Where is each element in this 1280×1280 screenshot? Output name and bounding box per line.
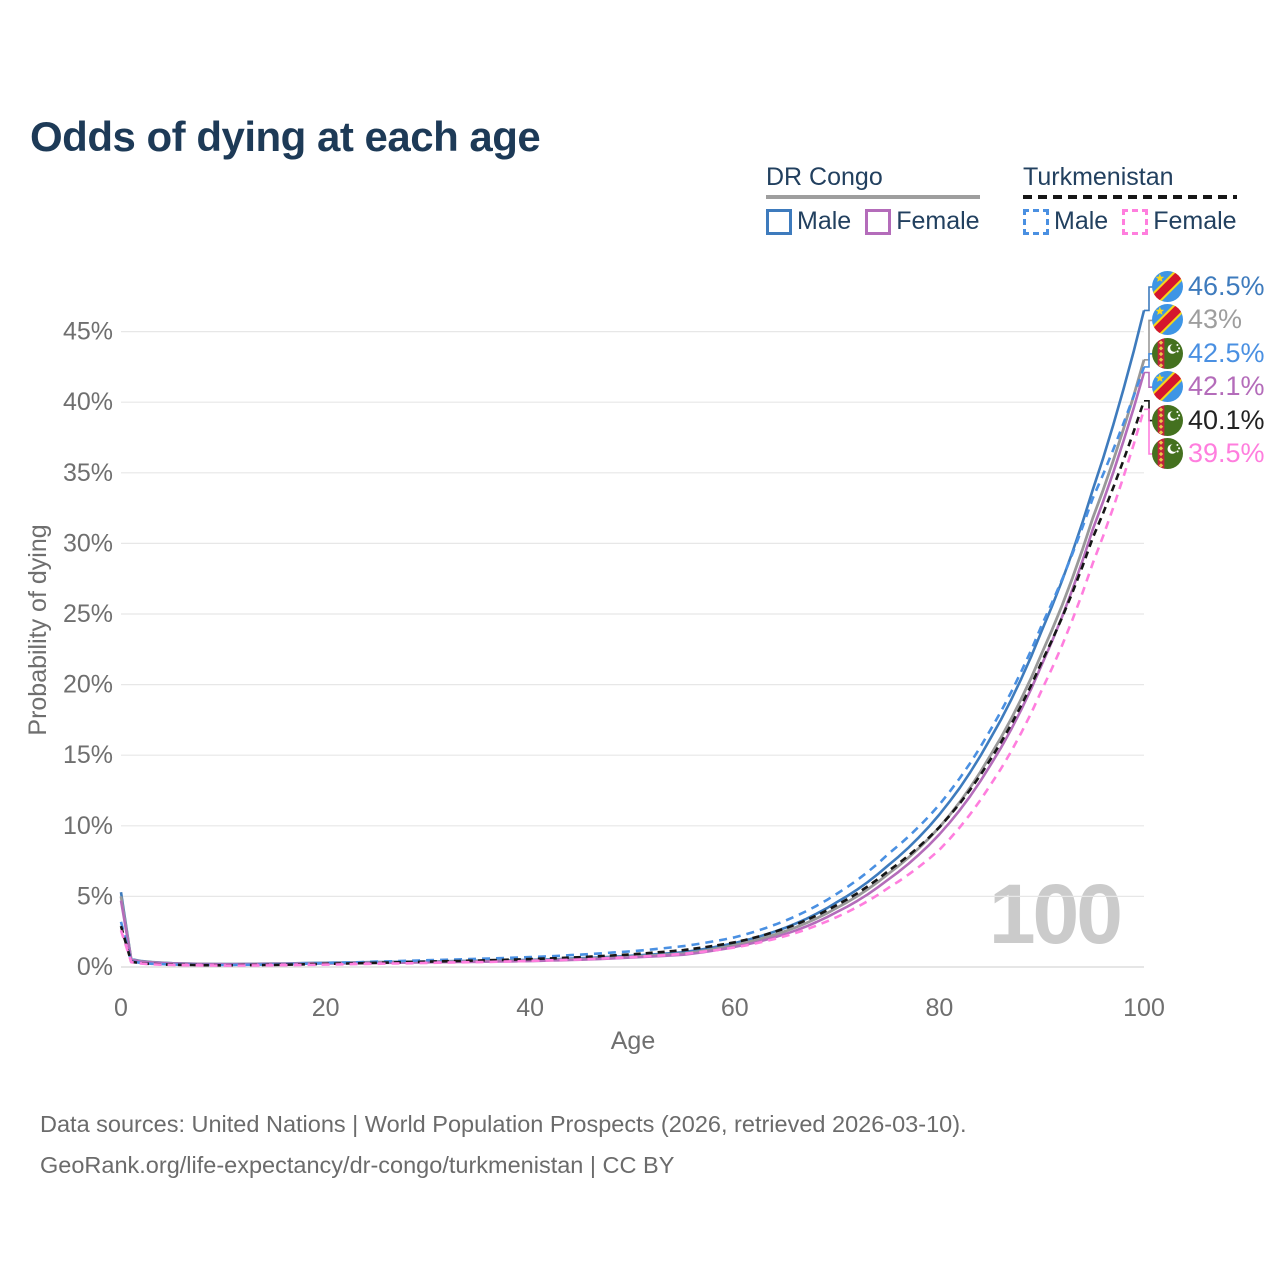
footer: Data sources: United Nations | World Pop… bbox=[40, 1104, 967, 1186]
legend-group-title: DR Congo bbox=[766, 163, 883, 191]
legend-item-turkmenistan-female[interactable]: Female bbox=[1122, 207, 1237, 236]
legend-item-label: Female bbox=[1153, 207, 1237, 235]
y-tick-label: 10% bbox=[63, 812, 113, 840]
x-tick-label: 20 bbox=[312, 994, 340, 1022]
x-axis-title: Age bbox=[611, 1027, 655, 1055]
y-tick-label: 35% bbox=[63, 459, 113, 487]
y-tick-label: 15% bbox=[63, 741, 113, 769]
legend-item-label: Male bbox=[797, 207, 852, 235]
end-label-tm_both: 40.1% bbox=[1152, 405, 1265, 436]
attribution-text: GeoRank.org/life-expectancy/dr-congo/tur… bbox=[40, 1152, 675, 1178]
flag-dr-congo-icon bbox=[1152, 304, 1183, 335]
series-lines bbox=[119, 310, 1146, 967]
end-label-value: 42.5% bbox=[1188, 338, 1265, 368]
end-label-tm_female: 39.5% bbox=[1152, 438, 1265, 469]
series-line-cd_male[interactable] bbox=[119, 310, 1146, 966]
y-tick-label: 0% bbox=[77, 953, 113, 981]
data-sources-text: Data sources: United Nations | World Pop… bbox=[40, 1111, 967, 1137]
flag-turkmenistan-icon bbox=[1152, 338, 1183, 369]
y-tick-label: 30% bbox=[63, 529, 113, 557]
legend-line-style-dashed bbox=[1023, 195, 1237, 199]
series-line-tm_both[interactable] bbox=[119, 400, 1146, 967]
end-label-value: 39.5% bbox=[1188, 438, 1265, 468]
flag-turkmenistan-icon bbox=[1152, 405, 1183, 436]
legend-line-style-solid bbox=[766, 195, 980, 199]
axis-tick-labels: 0% 5% 10% 15% 20% 25% 30% 35% 40% 45% 0 20 40 60 80 100… bbox=[24, 318, 1165, 1055]
legend-item-drcongo-male[interactable]: Male bbox=[766, 207, 851, 236]
x-tick-label: 100 bbox=[1123, 994, 1165, 1022]
end-label-value: 46.5% bbox=[1188, 271, 1265, 301]
label-connector bbox=[1144, 353, 1153, 368]
page-title: Odds of dying at each age bbox=[30, 113, 541, 161]
x-tick-label: 80 bbox=[925, 994, 953, 1022]
legend-swatch-icon[interactable] bbox=[1023, 208, 1049, 235]
legend-item-drcongo-female[interactable]: Female bbox=[865, 207, 980, 236]
label-connectors bbox=[1144, 286, 1153, 455]
legend-swatch-icon[interactable] bbox=[766, 208, 792, 235]
legend-group-dr-congo: DR Congo Male Female bbox=[766, 163, 980, 236]
series-line-tm_male[interactable] bbox=[119, 366, 1146, 967]
y-tick-label: 5% bbox=[77, 882, 113, 910]
series-line-cd_both[interactable] bbox=[119, 359, 1146, 966]
x-tick-label: 40 bbox=[516, 994, 544, 1022]
y-tick-label: 40% bbox=[63, 388, 113, 416]
series-line-tm_female[interactable] bbox=[119, 408, 1146, 967]
legend-swatch-icon[interactable] bbox=[1122, 208, 1149, 235]
flag-turkmenistan-icon bbox=[1152, 438, 1183, 469]
end-label-value: 42.1% bbox=[1188, 371, 1265, 401]
x-tick-label: 60 bbox=[721, 994, 749, 1022]
end-label-cd_male: 46.5% bbox=[1152, 271, 1265, 302]
gridlines bbox=[121, 331, 1144, 968]
legend-item-label: Male bbox=[1054, 207, 1109, 235]
end-label-cd_both: 43% bbox=[1152, 304, 1242, 335]
label-connector bbox=[1144, 371, 1153, 388]
y-tick-label: 45% bbox=[63, 318, 113, 346]
legend-item-label: Female bbox=[896, 207, 980, 235]
series-line-cd_female[interactable] bbox=[119, 372, 1146, 966]
x-tick-label: 0 bbox=[114, 994, 128, 1022]
label-connector bbox=[1144, 319, 1153, 361]
label-connector bbox=[1144, 286, 1153, 312]
legend-group-turkmenistan: Turkmenistan Male Female bbox=[1023, 163, 1237, 236]
hover-age-watermark: 100 bbox=[988, 867, 1123, 961]
label-connector bbox=[1144, 408, 1153, 455]
end-label-value: 40.1% bbox=[1188, 405, 1265, 435]
y-tick-label: 20% bbox=[63, 671, 113, 699]
y-tick-label: 25% bbox=[63, 600, 113, 628]
legend-item-turkmenistan-male[interactable]: Male bbox=[1023, 207, 1108, 236]
flag-dr-congo-icon bbox=[1152, 271, 1183, 302]
legend-swatch-icon[interactable] bbox=[865, 208, 892, 235]
end-label-value: 43% bbox=[1188, 304, 1243, 334]
end-label-cd_female: 42.1% bbox=[1152, 371, 1265, 402]
legend-group-title: Turkmenistan bbox=[1023, 163, 1174, 191]
y-axis-title: Probability of dying bbox=[24, 524, 52, 735]
flag-dr-congo-icon bbox=[1152, 371, 1183, 402]
end-label-tm_male: 42.5% bbox=[1152, 338, 1265, 369]
